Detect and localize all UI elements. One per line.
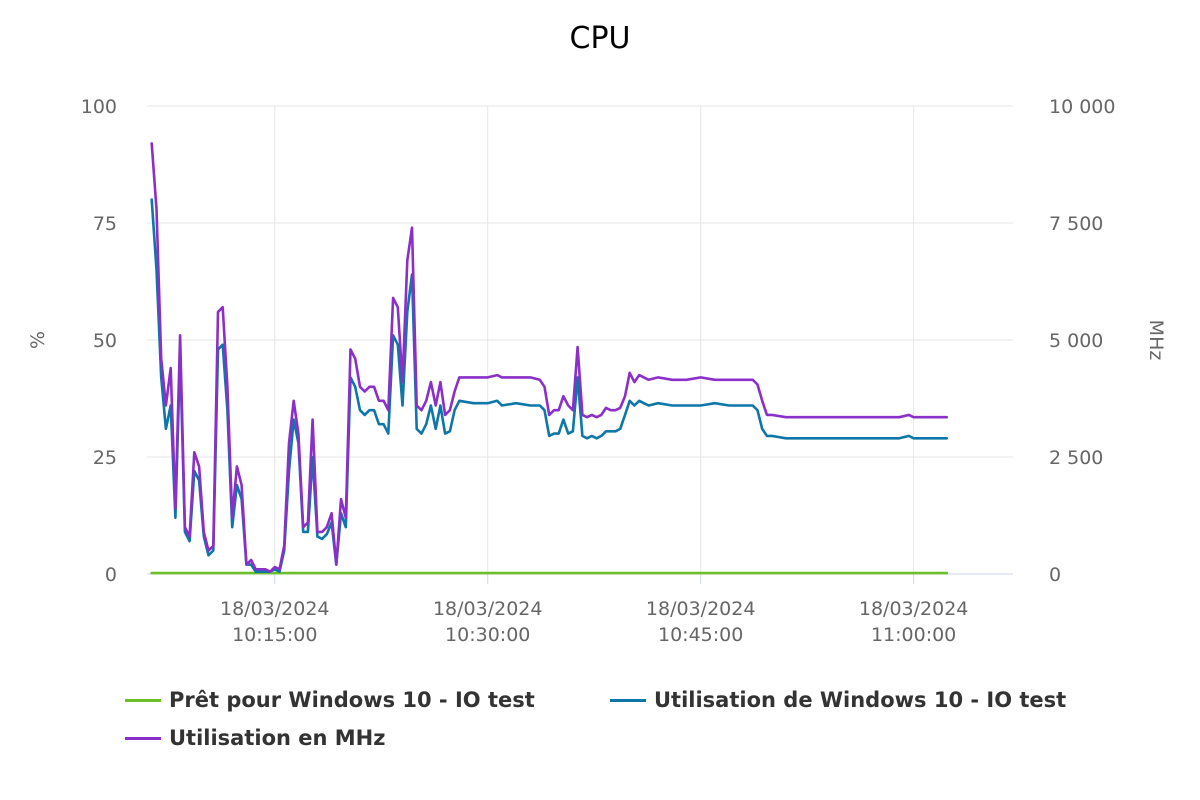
y-left-tick-label: 0	[105, 564, 117, 586]
legend-label-usage-percent: Utilisation de Windows 10 - IO test	[654, 688, 1067, 712]
x-tick-label-date: 18/03/2024	[859, 598, 969, 620]
x-tick-label-time: 11:00:00	[871, 624, 956, 646]
legend-swatch-usage-mhz	[125, 736, 161, 740]
x-tick-label-date: 18/03/2024	[433, 598, 543, 620]
cpu-chart: CPU 0 25 50 75 100 0 2 500 5 000 7 500 10 000 18…	[27, 21, 1167, 646]
legend-item-usage-mhz[interactable]: Utilisation en MHz	[125, 726, 385, 750]
left-axis-title: %	[27, 331, 49, 349]
legend-label-usage-mhz: Utilisation en MHz	[169, 726, 386, 750]
legend-swatch-ready	[125, 698, 161, 702]
right-axis-title: MHz	[1145, 320, 1167, 361]
right-y-axis: 0 2 500 5 000 7 500 10 000	[1049, 96, 1115, 586]
x-tick-label-time: 10:15:00	[232, 624, 317, 646]
legend-label-ready: Prêt pour Windows 10 - IO test	[169, 688, 535, 712]
left-y-axis: 0 25 50 75 100	[81, 96, 117, 586]
legend-item-ready[interactable]: Prêt pour Windows 10 - IO test	[125, 688, 535, 712]
chart-title: CPU	[570, 21, 631, 56]
y-left-tick-label: 50	[93, 330, 117, 352]
y-right-tick-label: 2 500	[1049, 447, 1103, 469]
legend-item-usage-percent[interactable]: Utilisation de Windows 10 - IO test	[610, 688, 1066, 712]
series-lines	[150, 142, 948, 575]
y-right-tick-label: 10 000	[1049, 96, 1115, 118]
x-tick-label-date: 18/03/2024	[646, 598, 756, 620]
y-left-tick-label: 75	[93, 213, 117, 235]
y-right-tick-label: 5 000	[1049, 330, 1103, 352]
y-right-tick-label: 7 500	[1049, 213, 1103, 235]
x-axis: 18/03/2024 10:15:00 18/03/2024 10:30:00 18/0…	[220, 574, 968, 646]
legend-swatch-usage-percent	[610, 698, 646, 702]
x-tick-label-time: 10:45:00	[658, 624, 743, 646]
y-right-tick-label: 0	[1049, 564, 1061, 586]
y-left-tick-label: 100	[81, 96, 117, 118]
series-line-usage-percent[interactable]	[150, 198, 948, 573]
y-left-tick-label: 25	[93, 447, 117, 469]
gridlines	[147, 105, 1013, 575]
x-tick-label-date: 18/03/2024	[220, 598, 330, 620]
series-line-usage-mhz[interactable]	[150, 142, 948, 573]
x-tick-label-time: 10:30:00	[445, 624, 530, 646]
